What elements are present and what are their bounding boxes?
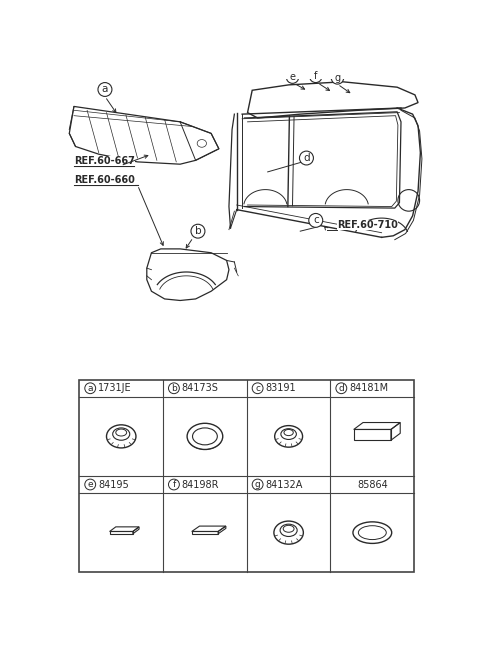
Text: a: a [102, 85, 108, 94]
Circle shape [252, 479, 263, 490]
Text: 84198R: 84198R [181, 480, 219, 489]
Circle shape [168, 383, 180, 394]
Text: 84195: 84195 [98, 480, 129, 489]
Text: 85864: 85864 [357, 480, 388, 489]
Text: b: b [194, 226, 201, 236]
Text: 1731JE: 1731JE [98, 383, 132, 393]
Text: b: b [171, 384, 177, 393]
Text: c: c [313, 215, 319, 226]
Text: e: e [87, 480, 93, 489]
Text: REF.60-660: REF.60-660 [74, 175, 135, 186]
Circle shape [85, 383, 96, 394]
Circle shape [98, 83, 112, 96]
Circle shape [331, 72, 344, 84]
Circle shape [252, 383, 263, 394]
Text: g: g [255, 480, 261, 489]
Circle shape [85, 479, 96, 490]
Text: REF.60-667: REF.60-667 [74, 156, 135, 166]
Text: 84132A: 84132A [265, 480, 303, 489]
Text: d: d [338, 384, 344, 393]
Text: d: d [303, 153, 310, 163]
Text: 84173S: 84173S [181, 383, 218, 393]
Text: 84181M: 84181M [349, 383, 388, 393]
Circle shape [309, 213, 323, 228]
Text: f: f [314, 72, 317, 81]
Circle shape [191, 224, 205, 238]
Circle shape [286, 71, 299, 83]
Circle shape [336, 383, 347, 394]
Circle shape [310, 70, 322, 83]
Circle shape [300, 151, 313, 165]
Text: REF.60-710: REF.60-710 [337, 220, 398, 230]
Text: 83191: 83191 [265, 383, 296, 393]
Circle shape [168, 479, 180, 490]
Text: a: a [87, 384, 93, 393]
Bar [79, 380, 414, 572]
Text: g: g [335, 73, 340, 83]
Text: f: f [172, 480, 176, 489]
Text: e: e [289, 72, 296, 82]
Text: c: c [255, 384, 260, 393]
